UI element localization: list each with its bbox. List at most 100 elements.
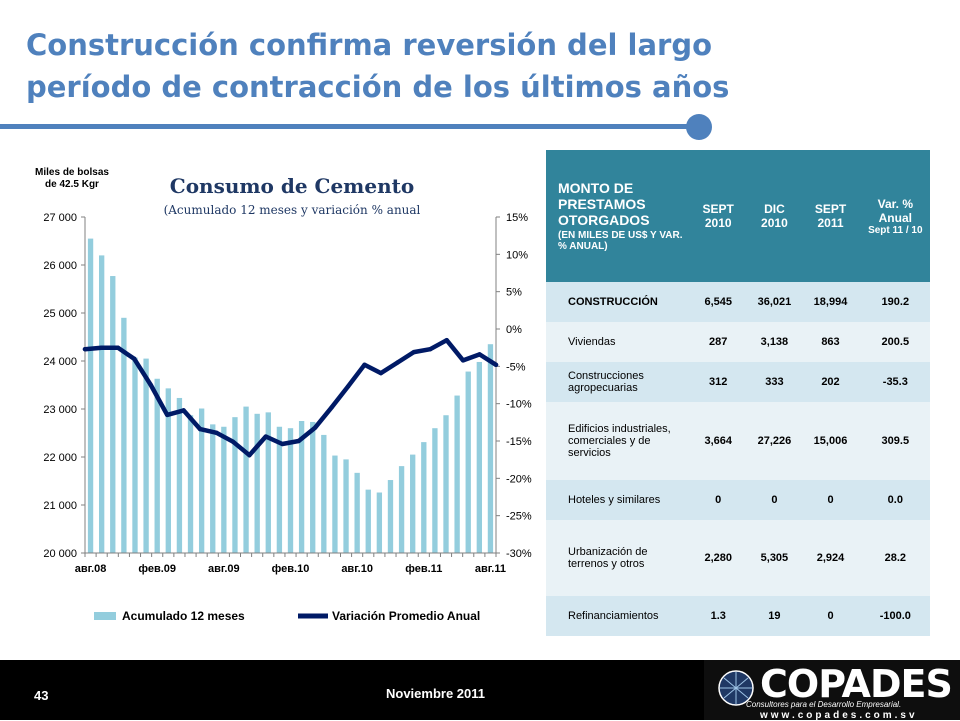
bar xyxy=(376,492,383,553)
line-point xyxy=(395,360,400,365)
row-label: Urbanización de terrenos y otros xyxy=(546,520,688,596)
cell-sept-2010: 287 xyxy=(688,322,749,362)
left-tick-label: 21 000 xyxy=(43,500,77,512)
bar xyxy=(254,413,260,553)
line-point xyxy=(444,338,449,343)
cell-sept-2011: 15,006 xyxy=(800,402,861,480)
x-tick-label: авг.11 xyxy=(475,563,506,575)
line-point xyxy=(362,362,367,368)
line-point xyxy=(428,346,433,352)
cell-sept-2010: 312 xyxy=(688,362,749,402)
legend-label-bars: Acumulado 12 meses xyxy=(122,609,245,623)
cell-sept-2011: 0 xyxy=(800,596,861,636)
cell-dic-2010: 36,021 xyxy=(748,282,801,322)
row-label: Refinanciamientos xyxy=(546,596,688,636)
bar xyxy=(354,472,360,553)
bar xyxy=(276,426,283,553)
bar xyxy=(210,424,216,553)
cell-var-anual: 200.5 xyxy=(860,322,930,362)
line-point xyxy=(345,384,351,389)
cell-sept-2011: 18,994 xyxy=(800,282,861,322)
bar xyxy=(187,415,194,553)
cell-dic-2010: 333 xyxy=(748,362,801,402)
header-dic-2010: DIC 2010 xyxy=(748,150,801,282)
line-point xyxy=(247,452,252,458)
bar xyxy=(487,344,494,553)
right-tick-label: 10% xyxy=(506,249,528,261)
line-point xyxy=(378,370,384,376)
loans-table: MONTO DE PRESTAMOS OTORGADOS (EN MILES D… xyxy=(546,150,930,636)
row-label: Hoteles y similares xyxy=(546,480,688,520)
line-point xyxy=(197,426,203,432)
header-main-subtitle: (EN MILES DE US$ Y VAR. % ANUAL) xyxy=(558,230,683,252)
table-row: Urbanización de terrenos y otros 2,280 5… xyxy=(546,520,930,596)
line-point xyxy=(263,434,269,439)
line-point xyxy=(115,345,121,350)
cement-consumption-chart: Miles de bolsas de 42.5 Kgr % Consumo de… xyxy=(35,167,532,623)
cell-var-anual: -35.3 xyxy=(860,362,930,402)
title-underline-dot xyxy=(686,114,712,140)
left-axis-label-line1: Miles de bolsas xyxy=(35,167,109,178)
bar xyxy=(365,489,371,553)
legend-label-line: Variación Promedio Anual xyxy=(332,609,480,623)
right-tick-label: 0% xyxy=(506,324,522,336)
x-tick-label: фев.11 xyxy=(405,563,442,575)
header-var-anual: Var. % Anual Sept 11 / 10 xyxy=(860,150,930,282)
cell-var-anual: 309.5 xyxy=(860,402,930,480)
logo-website: www.copades.com.sv xyxy=(760,710,918,721)
bar xyxy=(465,371,471,553)
right-tick-label: -20% xyxy=(506,473,532,485)
header-var-anual-sub: Sept 11 / 10 xyxy=(868,224,923,236)
line-point xyxy=(329,405,334,410)
bar xyxy=(143,358,149,553)
line-point xyxy=(181,408,186,413)
loans-table-header: MONTO DE PRESTAMOS OTORGADOS (EN MILES D… xyxy=(546,150,930,282)
right-tick-label: -15% xyxy=(506,436,532,448)
bar xyxy=(421,442,427,553)
right-tick-label: -25% xyxy=(506,511,532,523)
left-tick-label: 25 000 xyxy=(43,308,77,320)
slide-title-line1: Construcción confirma reversión del larg… xyxy=(26,28,713,62)
line-point xyxy=(82,346,88,352)
x-tick-label: фев.09 xyxy=(138,563,176,575)
right-tick-label: -10% xyxy=(506,399,532,411)
slide-title-line2: período de contracción de los últimos añ… xyxy=(26,70,730,104)
cell-sept-2010: 2,280 xyxy=(688,520,749,596)
logo-globe-icon xyxy=(718,670,754,706)
header-sept-2010: SEPT 2010 xyxy=(688,150,749,282)
x-tick-label: авг.10 xyxy=(341,563,373,575)
cell-var-anual: 28.2 xyxy=(860,520,930,596)
cell-var-anual: -100.0 xyxy=(860,596,930,636)
bar xyxy=(110,276,116,553)
bar xyxy=(443,415,449,553)
row-label: Edificios industriales, comerciales y de… xyxy=(546,402,688,480)
right-tick-label: -5% xyxy=(506,361,526,373)
cell-var-anual: 0.0 xyxy=(860,480,930,520)
bar xyxy=(432,428,438,553)
x-tick-label: фев.10 xyxy=(272,563,310,575)
cell-sept-2011: 0 xyxy=(800,480,861,520)
left-tick-label: 22 000 xyxy=(43,452,77,464)
page-number: 43 xyxy=(34,688,49,703)
cell-sept-2011: 2,924 xyxy=(800,520,861,596)
row-label: Construcciones agropecuarias xyxy=(546,362,688,402)
table-row: CONSTRUCCIÓN 6,545 36,021 18,994 190.2 xyxy=(546,282,930,322)
line-point xyxy=(230,439,236,444)
table-row: Construcciones agropecuarias 312 333 202… xyxy=(546,362,930,402)
header-sept-2011: SEPT 2011 xyxy=(800,150,861,282)
cell-sept-2010: 0 xyxy=(688,480,749,520)
header-var-anual-title: Var. % Anual xyxy=(877,196,913,225)
left-tick-label: 23 000 xyxy=(43,404,77,416)
line-point xyxy=(214,430,219,435)
bar xyxy=(398,466,405,553)
bar xyxy=(343,459,349,553)
chart-subtitle: (Acumulado 12 meses y variación % anual xyxy=(164,203,421,217)
logo-wordmark: COPADES xyxy=(760,662,953,706)
cell-sept-2010: 6,545 xyxy=(688,282,749,322)
right-tick-label: -30% xyxy=(506,548,532,560)
cell-dic-2010: 0 xyxy=(748,480,801,520)
cell-var-anual: 190.2 xyxy=(860,282,930,322)
x-tick-label: авг.08 xyxy=(75,563,107,575)
bar xyxy=(332,455,338,553)
chart-title: Consumo de Cemento xyxy=(170,174,414,198)
